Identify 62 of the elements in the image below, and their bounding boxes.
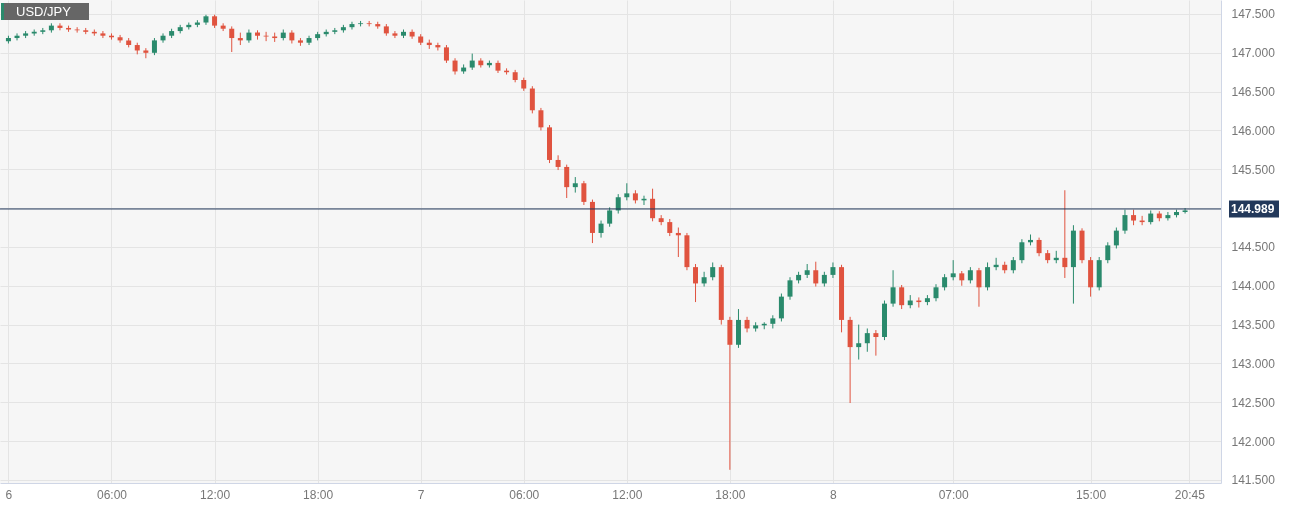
x-tick-label: 12:00	[612, 487, 643, 502]
candlestick	[864, 327, 870, 353]
candlestick	[246, 29, 252, 44]
candlestick	[950, 259, 956, 281]
x-tick-label: 8	[830, 487, 838, 502]
candlestick	[100, 30, 106, 39]
candlestick	[1165, 211, 1171, 222]
candlestick	[1019, 238, 1025, 264]
candlestick	[899, 284, 905, 310]
candlestick	[830, 261, 836, 279]
y-tick-label: 143.000	[1231, 356, 1276, 371]
candlestick	[1036, 237, 1042, 257]
y-tick-label: 146.500	[1231, 85, 1276, 100]
candlestick	[701, 271, 707, 288]
candlestick	[143, 47, 149, 59]
candlestick	[693, 263, 699, 303]
y-tick-label: 142.500	[1231, 395, 1276, 410]
candlestick	[607, 206, 613, 228]
candlestick	[856, 324, 862, 361]
y-tick-label: 144.500	[1231, 240, 1276, 255]
candlestick	[392, 30, 398, 39]
y-tick-label: 141.500	[1231, 473, 1276, 488]
candlestick	[985, 261, 991, 291]
x-tick-label: 06:00	[96, 487, 128, 502]
x-tick-label: 06:00	[509, 487, 540, 502]
x-tick-label: 18:00	[715, 487, 746, 502]
x-tick-label: 15:00	[1076, 487, 1107, 502]
x-tick-label: 7	[417, 487, 425, 502]
x-tick-label: 07:00	[938, 487, 970, 502]
candlestick	[813, 261, 819, 288]
y-tick-label: 147.000	[1231, 46, 1276, 61]
candlestick	[1062, 189, 1068, 279]
candlestick	[778, 293, 784, 322]
candlestick	[873, 329, 879, 357]
candlestick	[976, 267, 982, 308]
candlestick	[890, 269, 896, 308]
x-tick-label: 12:00	[200, 487, 231, 502]
y-tick-label: 144.000	[1231, 279, 1276, 294]
y-tick-label: 142.000	[1231, 434, 1276, 449]
candlestick	[598, 220, 604, 239]
candlestick	[581, 180, 587, 206]
candlestick	[117, 34, 123, 44]
candlestick	[538, 107, 544, 131]
candlestick	[529, 85, 535, 114]
candlestick	[229, 25, 235, 53]
candlestick	[289, 29, 295, 44]
y-tick-label: 146.000	[1231, 123, 1276, 138]
y-tick-label: 147.500	[1231, 7, 1276, 22]
candlestick	[1113, 227, 1119, 249]
candlestick	[787, 276, 793, 301]
candlestick	[564, 164, 570, 199]
y-tick-label: 145.500	[1231, 162, 1276, 177]
x-tick-label: 20:45	[1174, 487, 1206, 502]
y-tick-label: 143.500	[1231, 318, 1276, 333]
candlestick	[555, 154, 561, 171]
candlestick	[1105, 241, 1111, 264]
x-tick-label: 6	[5, 487, 13, 502]
chart-title: USD/JPY	[1, 3, 89, 20]
ref-line-label: 144.989	[1231, 201, 1275, 216]
candlestick	[1122, 209, 1128, 235]
candlestick	[349, 21, 355, 31]
x-tick-label: 18:00	[303, 487, 334, 502]
